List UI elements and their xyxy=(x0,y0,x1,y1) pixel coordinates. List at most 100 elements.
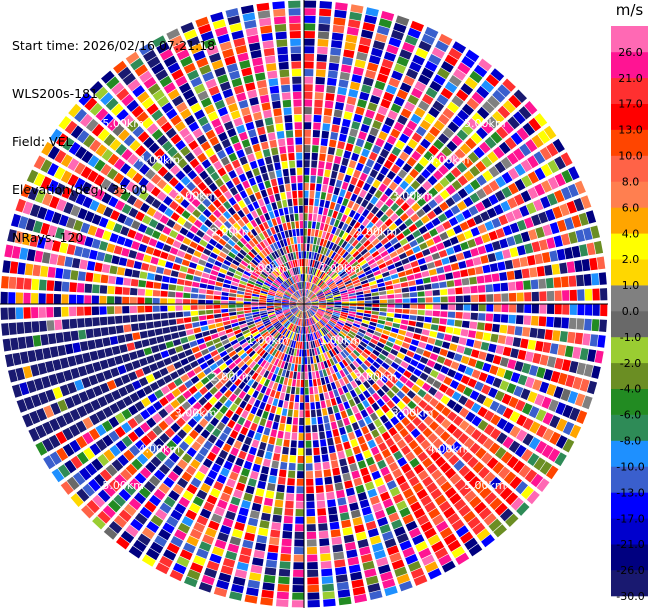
range-gate xyxy=(186,370,196,379)
range-gate xyxy=(319,545,331,554)
range-gate xyxy=(293,409,299,418)
range-gate xyxy=(332,210,339,219)
range-gate xyxy=(263,361,270,370)
range-gate xyxy=(280,284,287,290)
range-gate xyxy=(319,370,324,378)
range-gate xyxy=(346,285,354,290)
range-gate xyxy=(330,285,338,290)
range-gate xyxy=(376,388,385,398)
range-gate xyxy=(354,412,363,421)
range-gate xyxy=(363,359,372,368)
range-gate xyxy=(205,305,213,310)
range-gate xyxy=(476,275,485,284)
range-gate xyxy=(115,315,123,324)
range-gate xyxy=(292,229,296,237)
range-gate xyxy=(293,275,297,283)
range-gate xyxy=(287,314,294,320)
range-gate xyxy=(311,305,319,307)
range-gate xyxy=(162,226,172,235)
range-gate xyxy=(376,258,385,266)
range-gate xyxy=(363,390,371,399)
range-gate xyxy=(341,301,349,304)
range-gate xyxy=(305,319,307,327)
range-gate xyxy=(438,249,448,258)
range-gate xyxy=(445,272,454,280)
range-gate xyxy=(318,523,328,531)
range-gate xyxy=(146,123,159,135)
range-gate xyxy=(243,257,251,264)
range-gate xyxy=(214,286,222,291)
range-gate xyxy=(383,142,393,152)
range-gate xyxy=(242,384,251,393)
range-gate xyxy=(559,203,570,217)
range-gate xyxy=(224,55,237,66)
range-gate xyxy=(263,196,270,205)
range-gate xyxy=(145,305,153,313)
range-gate xyxy=(305,455,313,463)
range-gate xyxy=(46,320,55,331)
range-gate xyxy=(317,39,329,47)
range-gate xyxy=(183,29,198,41)
range-gate xyxy=(487,151,499,164)
range-gate xyxy=(266,552,278,561)
range-gate xyxy=(311,152,318,161)
range-gate xyxy=(94,159,106,172)
range-gate xyxy=(354,285,362,290)
range-gate xyxy=(247,387,255,396)
range-gate xyxy=(204,412,214,422)
range-gate xyxy=(501,304,509,313)
range-gate xyxy=(327,185,334,194)
range-gate xyxy=(334,101,345,111)
range-gate xyxy=(79,259,88,270)
range-gate xyxy=(205,294,214,300)
range-gate xyxy=(330,170,338,179)
range-gate xyxy=(422,427,433,438)
range-gate xyxy=(304,289,306,297)
range-gate xyxy=(328,62,339,71)
range-gate xyxy=(451,180,462,191)
range-gate xyxy=(426,463,438,475)
range-gate xyxy=(298,440,304,448)
range-gate xyxy=(353,230,361,239)
range-gate xyxy=(153,488,166,501)
range-gate xyxy=(156,378,166,388)
range-gate xyxy=(483,410,495,422)
range-gate xyxy=(392,227,401,236)
range-gate xyxy=(415,144,427,155)
range-gate xyxy=(95,227,105,239)
range-gate xyxy=(341,297,349,300)
range-gate xyxy=(100,92,114,106)
range-gate xyxy=(259,214,266,223)
range-gate xyxy=(144,181,155,193)
range-gate xyxy=(115,325,124,334)
range-gate xyxy=(496,404,507,416)
range-gate xyxy=(91,214,102,225)
range-gate xyxy=(385,341,394,348)
range-gate xyxy=(334,412,342,421)
range-gate xyxy=(266,278,273,284)
range-gate xyxy=(513,89,527,103)
range-gate xyxy=(287,270,292,277)
range-gate xyxy=(282,305,289,308)
range-gate xyxy=(282,299,290,302)
range-gate xyxy=(391,405,401,415)
range-gate xyxy=(409,239,418,248)
range-gate xyxy=(380,214,389,223)
range-gate xyxy=(183,253,193,261)
range-gate xyxy=(286,485,295,494)
range-gate xyxy=(335,566,347,576)
range-gate xyxy=(15,292,23,304)
range-gate xyxy=(158,343,167,351)
range-gate xyxy=(11,246,21,259)
range-gate xyxy=(444,81,458,94)
range-gate xyxy=(241,443,250,453)
range-gate xyxy=(309,349,313,357)
range-gate xyxy=(337,268,345,275)
range-gate xyxy=(366,356,375,364)
range-gate xyxy=(229,70,241,80)
range-gate xyxy=(374,113,385,123)
range-gate xyxy=(14,230,25,244)
range-gate xyxy=(358,393,366,402)
range-gate xyxy=(261,249,268,257)
range-gate xyxy=(308,221,312,229)
